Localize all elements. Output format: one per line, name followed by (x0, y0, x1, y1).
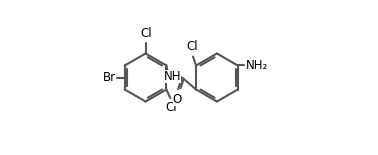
Text: Br: Br (103, 71, 116, 84)
Text: O: O (173, 93, 182, 106)
Text: NH₂: NH₂ (246, 59, 268, 72)
Text: Cl: Cl (140, 27, 152, 40)
Text: Cl: Cl (165, 101, 177, 114)
Text: Cl: Cl (187, 40, 198, 53)
Text: NH: NH (164, 70, 181, 83)
